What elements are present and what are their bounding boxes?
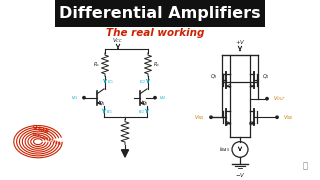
Text: $v_{i1}$: $v_{i1}$ [71,94,79,102]
Text: $I_{E1}$: $I_{E1}$ [106,108,113,116]
Text: CLEAR: CLEAR [31,124,49,135]
Text: $Q_4$: $Q_4$ [262,72,270,81]
Text: $I_{E2}$: $I_{E2}$ [139,108,145,116]
Text: $v_{i2}$: $v_{i2}$ [159,94,167,102]
Circle shape [83,96,85,99]
Text: The real working: The real working [106,28,204,38]
Text: 🔊: 🔊 [302,162,308,171]
Text: $V_{CC}$: $V_{CC}$ [112,36,124,45]
Text: $Q_1$: $Q_1$ [224,119,232,128]
Circle shape [154,96,156,99]
FancyBboxPatch shape [55,0,265,27]
Text: $I_{BIAS}$: $I_{BIAS}$ [219,145,230,154]
Text: $R_c$: $R_c$ [93,60,100,69]
Text: $V_{IN1}$: $V_{IN1}$ [194,113,205,122]
Text: $I_{C2}$: $I_{C2}$ [139,79,146,86]
Text: Differential Amplifiers: Differential Amplifiers [59,6,261,21]
Text: $Q_2$: $Q_2$ [248,119,256,128]
Circle shape [210,116,212,118]
Circle shape [266,98,268,100]
Text: $Q_1$: $Q_1$ [98,100,106,108]
Text: $V_{OUT}$: $V_{OUT}$ [273,94,286,103]
Text: $+V$: $+V$ [235,38,245,46]
Text: $Q_2$: $Q_2$ [141,100,149,108]
Text: EXPLANATION: EXPLANATION [31,132,61,147]
Text: $-V$: $-V$ [235,171,245,179]
Text: $Q_3$: $Q_3$ [210,72,218,81]
Text: $R_c$: $R_c$ [153,60,160,69]
Text: $V_{IN2}$: $V_{IN2}$ [283,113,294,122]
Circle shape [276,116,278,118]
Text: $I_{C1}$: $I_{C1}$ [107,79,114,86]
